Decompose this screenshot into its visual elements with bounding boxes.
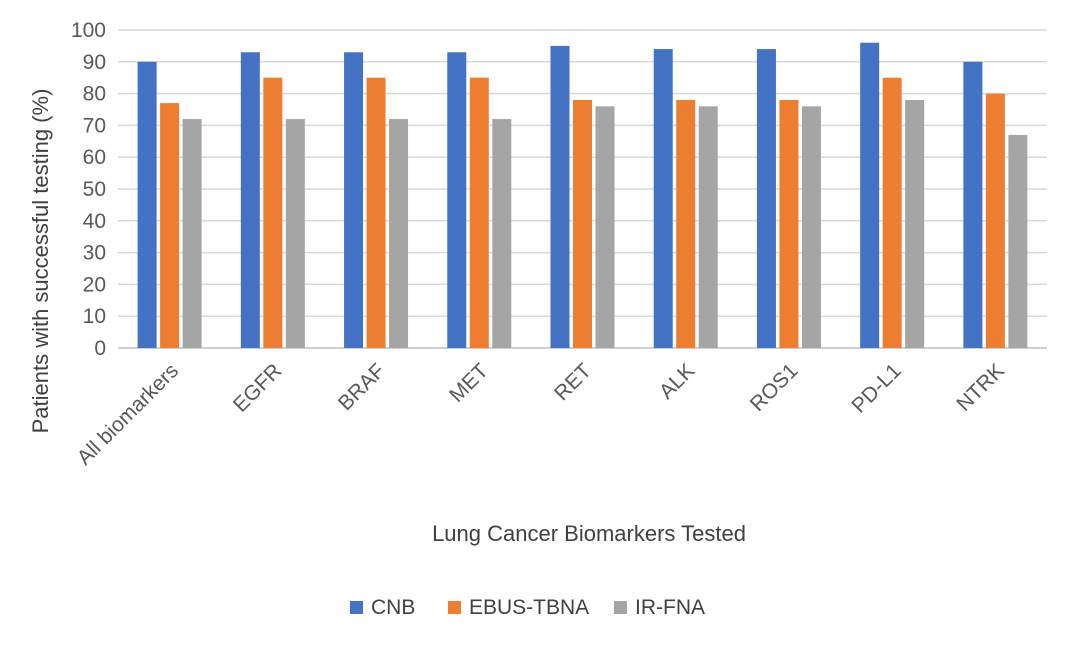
y-axis-ticks: 0 10 20 30 40 50 60 70 80 90 100	[71, 19, 106, 360]
bar-ir-fna-met	[492, 119, 512, 348]
bar-ebus-tbna-alk	[676, 99, 696, 349]
legend-label: CNB	[371, 596, 415, 619]
x-tick-label: NTRK	[952, 359, 1009, 416]
legend-label: IR-FNA	[635, 596, 705, 619]
x-tick-label: All biomarkers	[73, 359, 183, 469]
bar-ebus-tbna-braf	[366, 77, 386, 348]
bar-ir-fna-all-biomarkers	[182, 119, 202, 348]
legend-swatch-ir-fna	[614, 601, 627, 614]
bar-cnb-ret	[550, 45, 570, 349]
x-tick-label: MET	[445, 359, 493, 407]
bar-ir-fna-ntrk	[1008, 134, 1028, 348]
x-axis-ticks: All biomarkers EGFR BRAF MET RET ALK ROS1 PD-L1…	[73, 359, 1009, 469]
bar-ebus-tbna-ret	[573, 99, 592, 349]
x-tick-label: EGFR	[229, 359, 287, 417]
y-tick-label: 0	[94, 337, 106, 360]
y-tick-label: 40	[83, 210, 106, 233]
bar-ebus-tbna-all-biomarkers	[160, 103, 180, 348]
y-tick-label: 20	[83, 273, 106, 296]
bar-ir-fna-ret	[595, 106, 615, 348]
y-tick-label: 60	[83, 146, 106, 169]
bar-cnb-pd-l1	[860, 42, 880, 348]
y-tick-label: 30	[83, 242, 106, 265]
bar-ir-fna-ros1	[801, 106, 821, 348]
legend-swatch-ebus-tbna	[448, 601, 461, 614]
bar-ebus-tbna-ntrk	[985, 93, 1005, 348]
y-tick-label: 70	[83, 114, 106, 137]
x-tick-label: ROS1	[746, 359, 803, 416]
bar-ir-fna-braf	[389, 119, 409, 348]
y-tick-label: 10	[83, 305, 106, 328]
bar-ebus-tbna-egfr	[263, 77, 283, 348]
x-tick-label: BRAF	[334, 359, 390, 415]
bar-cnb-met	[447, 52, 467, 348]
bar-ebus-tbna-pd-l1	[882, 77, 902, 348]
x-axis-title: Lung Cancer Biomarkers Tested	[432, 521, 746, 546]
bar-cnb-ros1	[756, 49, 776, 348]
legend-swatch-cnb	[350, 601, 363, 614]
x-tick-label: ALK	[655, 359, 699, 403]
bar-ebus-tbna-met	[469, 77, 489, 348]
x-tick-label: PD-L1	[847, 359, 905, 417]
bar-cnb-braf	[344, 52, 364, 348]
legend-label: EBUS-TBNA	[469, 596, 589, 619]
bar-ir-fna-alk	[698, 106, 718, 348]
y-tick-label: 50	[83, 178, 106, 201]
bar-ir-fna-egfr	[285, 119, 305, 348]
y-tick-label: 90	[83, 51, 106, 74]
bar-cnb-alk	[653, 49, 673, 348]
y-axis-title: Patients with successful testing (%)	[28, 89, 53, 434]
legend: CNB EBUS-TBNA IR-FNA	[350, 596, 705, 619]
y-tick-label: 80	[83, 83, 106, 106]
bar-ir-fna-pd-l1	[905, 99, 925, 349]
bar-cnb-ntrk	[963, 61, 983, 349]
y-tick-label: 100	[71, 19, 106, 42]
bars	[137, 42, 1028, 349]
x-tick-label: RET	[550, 359, 596, 405]
bar-ebus-tbna-ros1	[779, 99, 799, 349]
bar-cnb-all-biomarkers	[137, 61, 157, 349]
bar-cnb-egfr	[240, 52, 260, 348]
